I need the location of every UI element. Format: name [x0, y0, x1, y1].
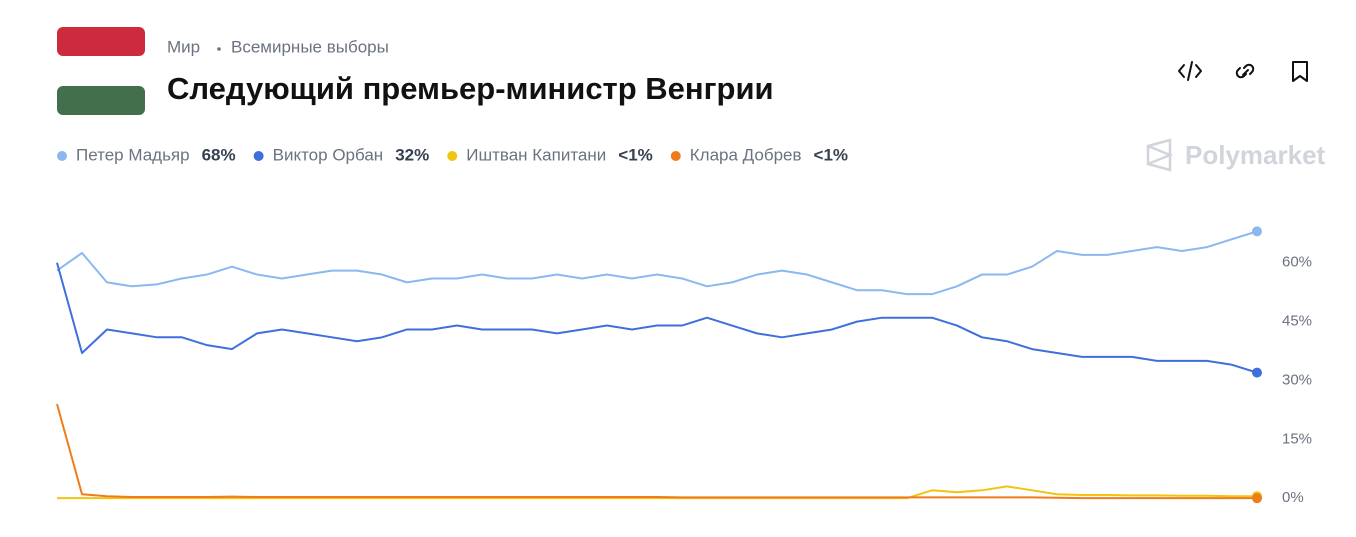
flag-green — [57, 86, 145, 115]
title: Следующий премьер-министр Венгрии — [167, 71, 774, 106]
legend-label: Клара Добрев — [690, 145, 802, 164]
series-line — [56, 403, 1257, 500]
flag-white — [57, 56, 145, 86]
y-tick-label: 0% — [1282, 489, 1304, 506]
legend-dot — [57, 151, 67, 161]
series-line — [56, 230, 1258, 296]
breadcrumb-separator — [217, 47, 221, 51]
y-tick-label: 30% — [1282, 371, 1312, 388]
legend-dot — [447, 151, 458, 161]
breadcrumb[interactable]: Мир — [167, 37, 200, 56]
brand: Polymarket — [1146, 138, 1326, 172]
flag-red — [57, 27, 145, 56]
y-tick-label: 15% — [1282, 430, 1312, 447]
bookmark-button[interactable] — [1292, 61, 1308, 82]
y-tick-label: 45% — [1282, 313, 1312, 330]
breadcrumb[interactable]: Всемирные выборы — [231, 37, 389, 56]
link-button[interactable] — [1235, 63, 1255, 79]
end-point — [1252, 367, 1262, 378]
legend-value: 68% — [202, 145, 236, 164]
legend-label: Виктор Орбан — [273, 145, 384, 164]
legend-dot — [253, 151, 264, 161]
legend-label: Петер Мадьяр — [76, 145, 190, 164]
legend-dot — [670, 151, 681, 161]
end-point — [1252, 226, 1262, 237]
end-point — [1252, 493, 1262, 504]
series-line — [57, 485, 1257, 500]
legend-label: Иштван Капитани — [466, 145, 606, 164]
y-tick-label: 60% — [1282, 254, 1312, 271]
brand-name: Polymarket — [1185, 140, 1326, 170]
legend: Петер Мадьяр 68% Виктор Орбан 32% Иштван Кап… — [57, 145, 848, 164]
legend-value: <1% — [618, 145, 653, 164]
embed-button[interactable] — [1178, 61, 1202, 81]
plot: 0% 15% 30% 45% 60% — [56, 226, 1312, 506]
legend-value: <1% — [814, 145, 849, 164]
series-line — [56, 262, 1258, 374]
legend-value: 32% — [395, 145, 429, 164]
